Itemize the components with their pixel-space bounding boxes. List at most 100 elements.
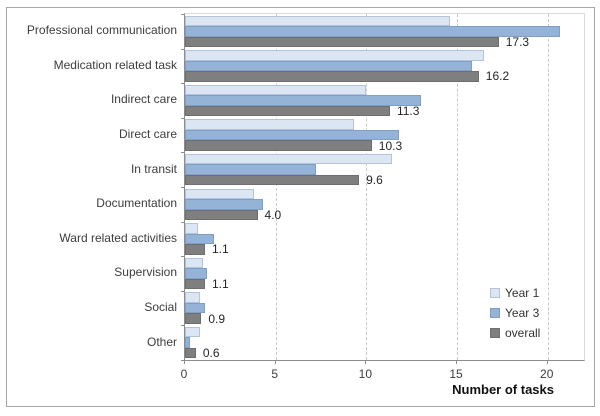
bar-segment-year-1: [185, 257, 204, 269]
category-axis-tick: [181, 14, 185, 15]
bar-segment-year-3: [185, 233, 215, 245]
x-axis-tick-label: 0: [180, 367, 188, 381]
bar-slot: [185, 188, 584, 200]
bar-segment-year-3: [185, 302, 205, 314]
bar-group: 9.6: [185, 153, 584, 188]
bar-slot: [185, 257, 584, 269]
category-label: Social: [144, 300, 177, 315]
legend-item: Year 1: [490, 285, 540, 301]
grid-line: [366, 14, 368, 360]
bar-segment-year-1: [185, 153, 392, 165]
x-axis-tick-label: 15: [449, 367, 463, 381]
bar-slot: [185, 26, 584, 37]
bar-segment-year-1: [185, 188, 254, 200]
category-axis-tick: [181, 187, 185, 188]
bar-segment-overall: [185, 244, 205, 255]
data-label: 4.0: [264, 207, 282, 222]
category-axis-tick: [181, 325, 185, 327]
data-label: 0.6: [202, 346, 220, 361]
data-label: 10.3: [378, 138, 403, 153]
bar-segment-year-3: [185, 95, 421, 106]
bar-group: 10.3: [185, 119, 584, 153]
category-axis-tick: [181, 221, 185, 223]
data-label: 9.6: [366, 173, 383, 188]
bar-slot: [185, 302, 584, 314]
bar-segment-year-1: [185, 119, 354, 130]
legend-label: Year 3: [505, 306, 540, 320]
bar-segment-overall: [185, 174, 360, 186]
bar-segment-overall: [185, 209, 258, 221]
bar-slot: [185, 337, 584, 348]
bar-segment-year-3: [185, 164, 316, 175]
bar-segment-year-1: [185, 15, 450, 27]
bar-slot: [185, 95, 584, 106]
bar-segment-year-3: [185, 199, 263, 210]
category-axis-tick: [181, 152, 185, 154]
bar-slot: 0.6: [185, 346, 584, 361]
grid-line: [275, 14, 277, 360]
bar-slot: [185, 268, 584, 279]
bar-segment-year-1: [185, 223, 198, 234]
bar-segment-year-3: [185, 60, 472, 72]
category-label: Direct care: [118, 127, 177, 142]
bar-slot: 1.1: [185, 277, 584, 291]
bar-slot: 1.1: [185, 242, 584, 256]
bar-group: 1.1: [185, 223, 584, 256]
bar-segment-overall: [185, 36, 499, 48]
legend-swatch: [490, 328, 500, 338]
bar-slot: [185, 223, 584, 234]
bar-slot: 11.3: [185, 104, 584, 118]
category-label: Professional communication: [26, 23, 177, 38]
bar-group: 0.9: [185, 292, 584, 326]
legend-label: Year 1: [505, 286, 540, 300]
category-label: Other: [146, 334, 177, 349]
bar-segment-year-1: [185, 326, 200, 338]
bar-slot: 9.6: [185, 173, 584, 188]
bar-segment-overall: [185, 71, 479, 82]
x-axis-tick-mark: [546, 360, 548, 364]
bar-group: 0.6: [185, 326, 584, 361]
grid-line: [457, 14, 459, 360]
category-label: Documentation: [96, 196, 177, 211]
data-label: 0.9: [208, 311, 225, 326]
bar-slot: 16.2: [185, 69, 584, 84]
bar-group: 4.0: [185, 188, 584, 222]
legend-swatch: [490, 288, 500, 298]
bar-segment-year-1: [185, 292, 200, 303]
category-label: Indirect care: [110, 92, 177, 107]
bar-slot: 17.3: [185, 34, 584, 49]
data-label: 11.3: [396, 104, 420, 118]
bar-slot: 4.0: [185, 207, 584, 222]
bar-slot: [185, 326, 584, 338]
category-axis-tick: [181, 117, 185, 119]
bar-group: 1.1: [185, 257, 584, 291]
bar-slot: [185, 153, 584, 165]
x-axis-tick-mark: [365, 360, 367, 364]
category-axis-labels: Professional communication Medication rel…: [7, 13, 177, 359]
category-label: In transit: [130, 161, 177, 176]
bar-slot: 0.9: [185, 311, 584, 326]
bar-slot: [185, 292, 584, 303]
data-label: 17.3: [505, 34, 530, 49]
category-axis-tick: [181, 360, 185, 361]
category-axis-tick: [181, 48, 185, 50]
bar-slot: [185, 199, 584, 210]
category-label: Ward related activities: [59, 230, 177, 245]
bar-segment-year-1: [185, 84, 367, 96]
bar-slot: [185, 129, 584, 141]
legend: Year 1 Year 3 overall: [490, 285, 540, 341]
legend-item: Year 3: [490, 305, 540, 321]
category-label: Supervision: [114, 265, 177, 280]
plot-area: 17.3 16.2 11.3 10.3 9.6 4.0 1.1 1.1 0.9 0.6: [181, 13, 585, 361]
bar-slot: [185, 50, 584, 61]
bar-segment-overall: [185, 140, 372, 151]
bar-segment-overall: [185, 105, 390, 117]
legend-swatch: [490, 308, 500, 318]
bar-segment-year-3: [185, 337, 191, 348]
data-label: 16.2: [485, 69, 510, 84]
bar-slot: [185, 60, 584, 72]
bar-slot: [185, 15, 584, 27]
x-axis-tick-label: 5: [271, 367, 279, 381]
x-axis-title: Number of tasks: [452, 382, 554, 397]
